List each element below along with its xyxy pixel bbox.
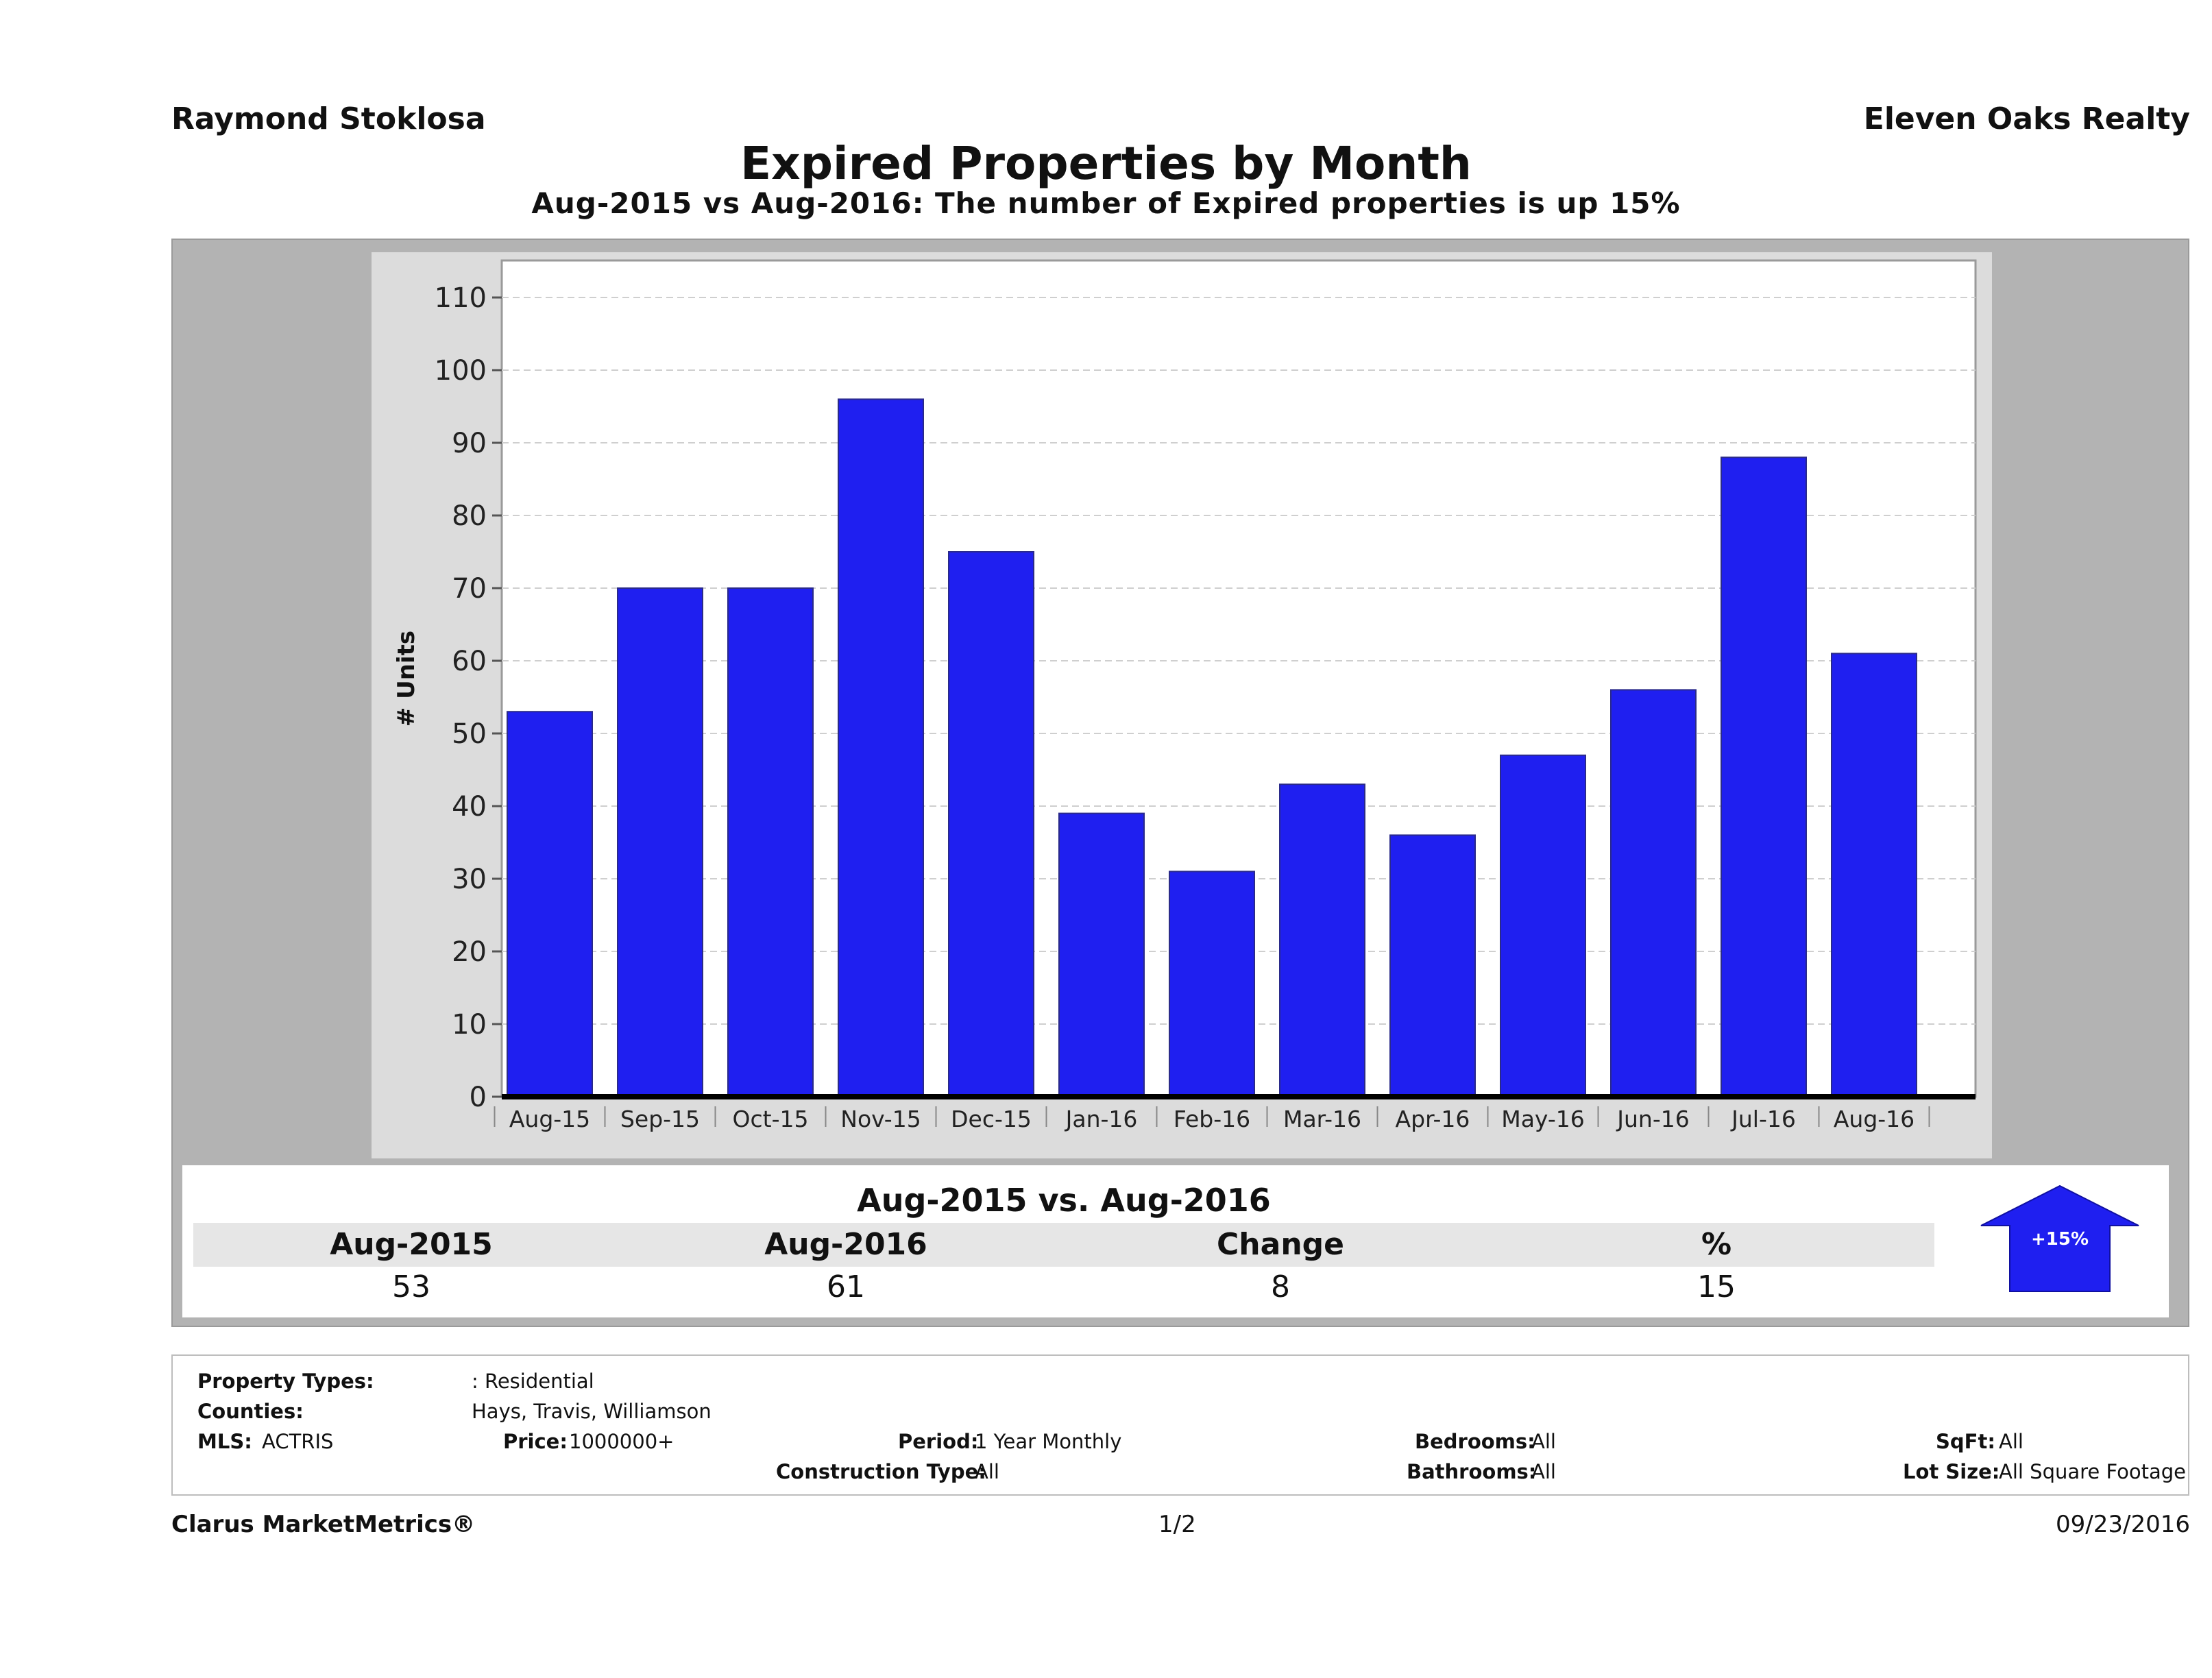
bar-chart: 0 10 20 30 40 50 60 70 80 90 100 110 Aug-15 Sep-15 Oc… [372, 252, 1992, 1158]
summary-header-change: Change [1217, 1227, 1344, 1262]
bar-jun-16 [1610, 689, 1697, 1097]
x-tick-label: Jan-16 [1065, 1106, 1138, 1132]
property-types-label: Property Types: [197, 1370, 374, 1393]
mls-label: MLS: [197, 1430, 252, 1453]
y-tick-label: 20 [452, 936, 487, 968]
summary-value-curr: 61 [827, 1269, 865, 1304]
x-tick-label: Apr-16 [1396, 1106, 1470, 1132]
x-tick-label: Aug-16 [1834, 1106, 1915, 1132]
bathrooms-label: Bathrooms: [1407, 1460, 1537, 1483]
summary-header-prev: Aug-2015 [330, 1227, 493, 1262]
bar-sep-15 [617, 587, 703, 1097]
x-tick-label: Jun-16 [1616, 1106, 1689, 1132]
lot-size-label: Lot Size: [1903, 1460, 2000, 1483]
price-value: 1000000+ [569, 1430, 674, 1453]
bathrooms-value: All [1531, 1460, 1556, 1483]
y-tick-label: 70 [452, 573, 487, 605]
y-tick-label: 40 [452, 791, 487, 823]
bar-jan-16 [1058, 812, 1145, 1097]
bar-dec-15 [948, 551, 1034, 1097]
bar-nov-15 [838, 398, 924, 1097]
bar-may-16 [1500, 754, 1586, 1097]
y-tick-label: 110 [435, 282, 487, 314]
summary-value-prev: 53 [392, 1269, 430, 1304]
summary-header-row: Aug-2015 Aug-2016 Change % [193, 1223, 1934, 1267]
y-tick-label: 60 [452, 646, 487, 677]
period-label: Period: [898, 1430, 979, 1453]
bar-jul-16 [1721, 457, 1807, 1097]
bar-apr-16 [1389, 834, 1476, 1098]
comparison-summary: Aug-2015 vs. Aug-2016 Aug-2015 Aug-2016 … [182, 1165, 2169, 1317]
y-tick-label: 100 [435, 355, 487, 387]
bar-aug-16 [1831, 653, 1917, 1097]
x-tick-label: Dec-15 [951, 1106, 1032, 1132]
period-value: 1 Year Monthly [975, 1430, 1122, 1453]
summary-value-row: 53 61 8 15 [193, 1268, 1934, 1306]
y-tick-label: 10 [452, 1009, 487, 1041]
footer-brand: Clarus MarketMetrics® [171, 1511, 476, 1538]
y-axis-ticks: 0 10 20 30 40 50 60 70 80 90 100 110 [435, 282, 502, 1113]
y-tick-label: 30 [452, 864, 487, 895]
counties-value: Hays, Travis, Williamson [472, 1400, 712, 1423]
x-tick-label: Oct-15 [733, 1106, 809, 1132]
change-badge: +15% [1967, 1176, 2152, 1306]
summary-value-percent: 15 [1697, 1269, 1736, 1304]
x-tick-label: Nov-15 [840, 1106, 921, 1132]
construction-type-value: All [975, 1460, 999, 1483]
y-tick-label: 0 [470, 1082, 487, 1113]
change-badge-label: +15% [2031, 1229, 2089, 1250]
summary-value-change: 8 [1271, 1269, 1290, 1304]
x-tick-label: Sep-15 [620, 1106, 700, 1132]
x-tick-label: Mar-16 [1283, 1106, 1361, 1132]
chart-subtitle: Aug-2015 vs Aug-2016: The number of Expi… [531, 186, 1681, 220]
filter-criteria: Property Types: : Residential Counties: … [171, 1354, 2189, 1496]
summary-title-row: Aug-2015 vs. Aug-2016 [193, 1178, 1934, 1223]
footer-date: 09/23/2016 [2056, 1511, 2190, 1538]
bar-aug-15 [507, 711, 593, 1097]
chart-title: Expired Properties by Month [740, 137, 1472, 190]
bedrooms-label: Bedrooms: [1415, 1430, 1535, 1453]
y-tick-label: 50 [452, 718, 487, 750]
lot-size-value: All Square Footage [1999, 1460, 2187, 1483]
sqft-label: SqFt: [1936, 1430, 1995, 1453]
x-tick-label: May-16 [1501, 1106, 1585, 1132]
up-arrow-icon [1980, 1184, 2139, 1292]
sqft-value: All [1999, 1430, 2023, 1453]
summary-header-curr: Aug-2016 [764, 1227, 927, 1262]
bar-feb-16 [1169, 871, 1255, 1098]
footer-page-number: 1/2 [1158, 1511, 1196, 1538]
bar-oct-15 [727, 587, 814, 1097]
price-label: Price: [503, 1430, 568, 1453]
company-name: Eleven Oaks Realty [1863, 101, 2190, 136]
x-axis-ticks: Aug-15 Sep-15 Oct-15 Nov-15 Dec-15 Jan-16 Feb-… [494, 1094, 1976, 1132]
bedrooms-value: All [1531, 1430, 1556, 1453]
summary-header-percent: % [1701, 1227, 1732, 1262]
agent-name: Raymond Stoklosa [171, 101, 486, 136]
y-axis-label: # Units [393, 631, 420, 727]
x-tick-label: Jul-16 [1730, 1106, 1796, 1132]
y-tick-label: 80 [452, 500, 487, 532]
y-tick-label: 90 [452, 428, 487, 459]
summary-title: Aug-2015 vs. Aug-2016 [857, 1182, 1271, 1219]
x-tick-label: Aug-15 [509, 1106, 590, 1132]
bars [507, 398, 1917, 1098]
bar-mar-16 [1279, 783, 1365, 1097]
x-tick-label: Feb-16 [1174, 1106, 1250, 1132]
counties-label: Counties: [197, 1400, 304, 1423]
property-types-value: : Residential [472, 1370, 594, 1393]
construction-type-label: Construction Type: [776, 1460, 986, 1483]
chart-panel: 0 10 20 30 40 50 60 70 80 90 100 110 Aug-15 Sep-15 Oc… [171, 239, 2189, 1327]
mls-value: ACTRIS [262, 1430, 334, 1453]
